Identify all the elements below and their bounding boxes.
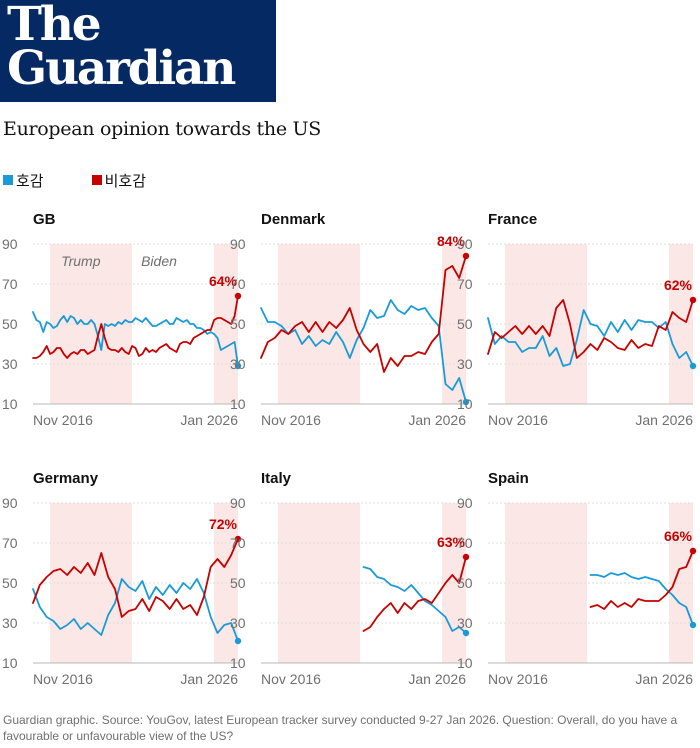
series-line-unfavourable (32, 295, 239, 359)
annotation-label: Trump (61, 253, 101, 269)
end-point-favourable (462, 629, 470, 637)
series-line-favourable (260, 299, 467, 403)
x-tick-label: Jan 2026 (408, 671, 466, 687)
y-tick-label: 90 (230, 236, 246, 252)
panel-gb: GB 10 30 50 70 90 Nov 2016 Jan 2026 Trump Biden 64… (2, 211, 242, 428)
y-tick-label: 70 (457, 276, 473, 292)
series-line-favourable (589, 572, 694, 626)
series-line-unfavourable (32, 538, 239, 618)
y-tick-label: 90 (230, 495, 246, 511)
panel-france: France 10 30 50 70 90 Nov 2016 Jan 2026 62% (457, 211, 697, 428)
panel-spain: Spain 10 30 50 70 90 Nov 2016 Jan 2026 66% (457, 470, 697, 687)
x-tick-label: Jan 2026 (635, 671, 693, 687)
panel-title: Germany (33, 470, 99, 487)
panel-title: Spain (488, 470, 529, 487)
y-tick-label: 50 (2, 316, 18, 332)
y-tick-label: 50 (230, 316, 246, 332)
y-tick-label: 10 (230, 655, 246, 671)
panel-title: GB (33, 211, 56, 228)
y-tick-label: 90 (457, 495, 473, 511)
end-value-label: 64% (209, 273, 238, 289)
legend-item-favourable: 호감 (3, 170, 44, 191)
panel-title: Denmark (261, 211, 326, 228)
y-tick-label: 10 (457, 655, 473, 671)
source-note: Guardian graphic. Source: YouGov, latest… (3, 713, 678, 743)
y-tick-label: 70 (230, 276, 246, 292)
y-tick-label: 50 (457, 316, 473, 332)
y-tick-label: 30 (2, 615, 18, 631)
end-point-favourable (689, 362, 697, 370)
legend-swatch-favourable (3, 175, 13, 185)
end-point-unfavourable (234, 292, 242, 300)
y-tick-label: 10 (230, 396, 246, 412)
y-tick-label: 30 (2, 356, 18, 372)
legend-item-unfavourable: 비호감 (91, 170, 147, 191)
end-value-label: 63% (437, 534, 466, 550)
x-tick-label: Jan 2026 (635, 412, 693, 428)
y-tick-label: 70 (2, 276, 18, 292)
end-value-label: 62% (664, 277, 693, 293)
y-tick-label: 30 (457, 615, 473, 631)
series-line-unfavourable (589, 550, 694, 610)
x-tick-label: Nov 2016 (488, 412, 548, 428)
series-line-unfavourable (487, 299, 694, 359)
end-point-unfavourable (462, 252, 470, 260)
y-tick-label: 50 (230, 575, 246, 591)
y-tick-label: 70 (2, 535, 18, 551)
guardian-logo: The Guardian (0, 0, 276, 102)
end-point-unfavourable (689, 296, 697, 304)
x-tick-label: Jan 2026 (180, 412, 238, 428)
y-tick-label: 90 (2, 495, 18, 511)
panel-italy: Italy 10 30 50 70 90 Nov 2016 Jan 2026 63% (230, 470, 470, 687)
x-tick-label: Jan 2026 (180, 671, 238, 687)
end-point-unfavourable (462, 553, 470, 561)
end-point-favourable (462, 398, 470, 406)
end-point-unfavourable (234, 535, 242, 543)
series-line-favourable (32, 311, 239, 367)
x-tick-label: Nov 2016 (33, 671, 93, 687)
y-tick-label: 50 (2, 575, 18, 591)
y-tick-label: 10 (2, 655, 18, 671)
panel-denmark: Denmark 10 30 50 70 90 Nov 2016 Jan 2026 84% (230, 211, 470, 428)
y-tick-label: 70 (457, 535, 473, 551)
panel-title: France (488, 211, 537, 228)
series-line-unfavourable (260, 255, 467, 373)
y-tick-label: 30 (230, 356, 246, 372)
page-title: European opinion towards the US (3, 118, 321, 140)
x-tick-label: Nov 2016 (261, 671, 321, 687)
legend-label-favourable: 호감 (16, 172, 44, 190)
panel-title: Italy (261, 470, 292, 487)
end-point-favourable (234, 637, 242, 645)
y-tick-label: 90 (457, 236, 473, 252)
legend-swatch-unfavourable (91, 175, 102, 185)
x-tick-label: Nov 2016 (488, 671, 548, 687)
legend-label-unfavourable: 비호감 (104, 172, 147, 190)
legend: 호감 비호감 (3, 170, 194, 190)
logo-wordmark: The Guardian (7, 0, 236, 96)
annotation-label: Biden (141, 253, 177, 269)
y-tick-label: 50 (457, 575, 473, 591)
y-tick-label: 10 (457, 396, 473, 412)
end-point-favourable (689, 621, 697, 629)
end-value-label: 84% (437, 233, 466, 249)
end-point-favourable (234, 362, 242, 370)
panel-germany: Germany 10 30 50 70 90 Nov 2016 Jan 2026 72% (2, 470, 242, 687)
end-value-label: 72% (209, 516, 238, 532)
y-tick-label: 30 (230, 615, 246, 631)
y-tick-label: 30 (457, 356, 473, 372)
series-line-favourable (362, 566, 467, 634)
y-tick-label: 90 (2, 236, 18, 252)
x-tick-label: Nov 2016 (33, 412, 93, 428)
x-tick-label: Jan 2026 (408, 412, 466, 428)
series-line-unfavourable (362, 556, 467, 632)
end-point-unfavourable (689, 547, 697, 555)
y-tick-label: 10 (2, 396, 18, 412)
end-value-label: 66% (664, 528, 693, 544)
x-tick-label: Nov 2016 (261, 412, 321, 428)
y-tick-label: 70 (230, 535, 246, 551)
